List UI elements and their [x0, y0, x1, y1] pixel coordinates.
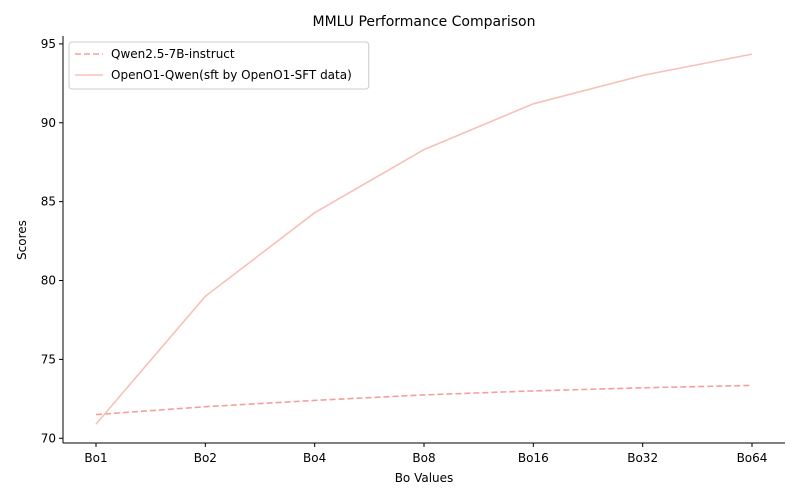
x-axis-label: Bo Values: [395, 471, 454, 485]
series-line-2: [95, 53, 753, 425]
y-axis-ticks: 70 75 80 85 90 95: [41, 37, 63, 445]
y-tick-label: 70: [41, 431, 56, 445]
legend-label: Qwen2.5-7B-instruct: [111, 47, 235, 61]
x-tick-label: Bo32: [627, 451, 658, 465]
legend-label: OpenO1-Qwen(sft by OpenO1-SFT data): [111, 68, 352, 82]
x-tick-label: Bo1: [84, 451, 107, 465]
y-tick-label: 80: [41, 274, 56, 288]
x-tick-label: Bo8: [412, 451, 435, 465]
legend: Qwen2.5-7B-instruct OpenO1-Qwen(sft by Op…: [68, 41, 370, 90]
x-axis-ticks: Bo1 Bo2 Bo4 Bo8 Bo16 Bo32 Bo64: [84, 443, 767, 465]
axes: [62, 36, 785, 444]
series-layer: [95, 53, 753, 425]
y-tick-label: 75: [41, 352, 56, 366]
y-tick-label: 85: [41, 195, 56, 209]
legend-box: [68, 41, 370, 90]
x-tick-label: Bo64: [737, 451, 768, 465]
x-tick-label: Bo4: [303, 451, 326, 465]
y-tick-label: 90: [41, 116, 56, 130]
series-line-1: [95, 384, 753, 416]
y-tick-label: 95: [41, 37, 56, 51]
chart-title: MMLU Performance Comparison: [313, 14, 536, 30]
x-tick-label: Bo16: [518, 451, 549, 465]
y-axis-label: Scores: [15, 220, 29, 260]
x-tick-label: Bo2: [194, 451, 217, 465]
